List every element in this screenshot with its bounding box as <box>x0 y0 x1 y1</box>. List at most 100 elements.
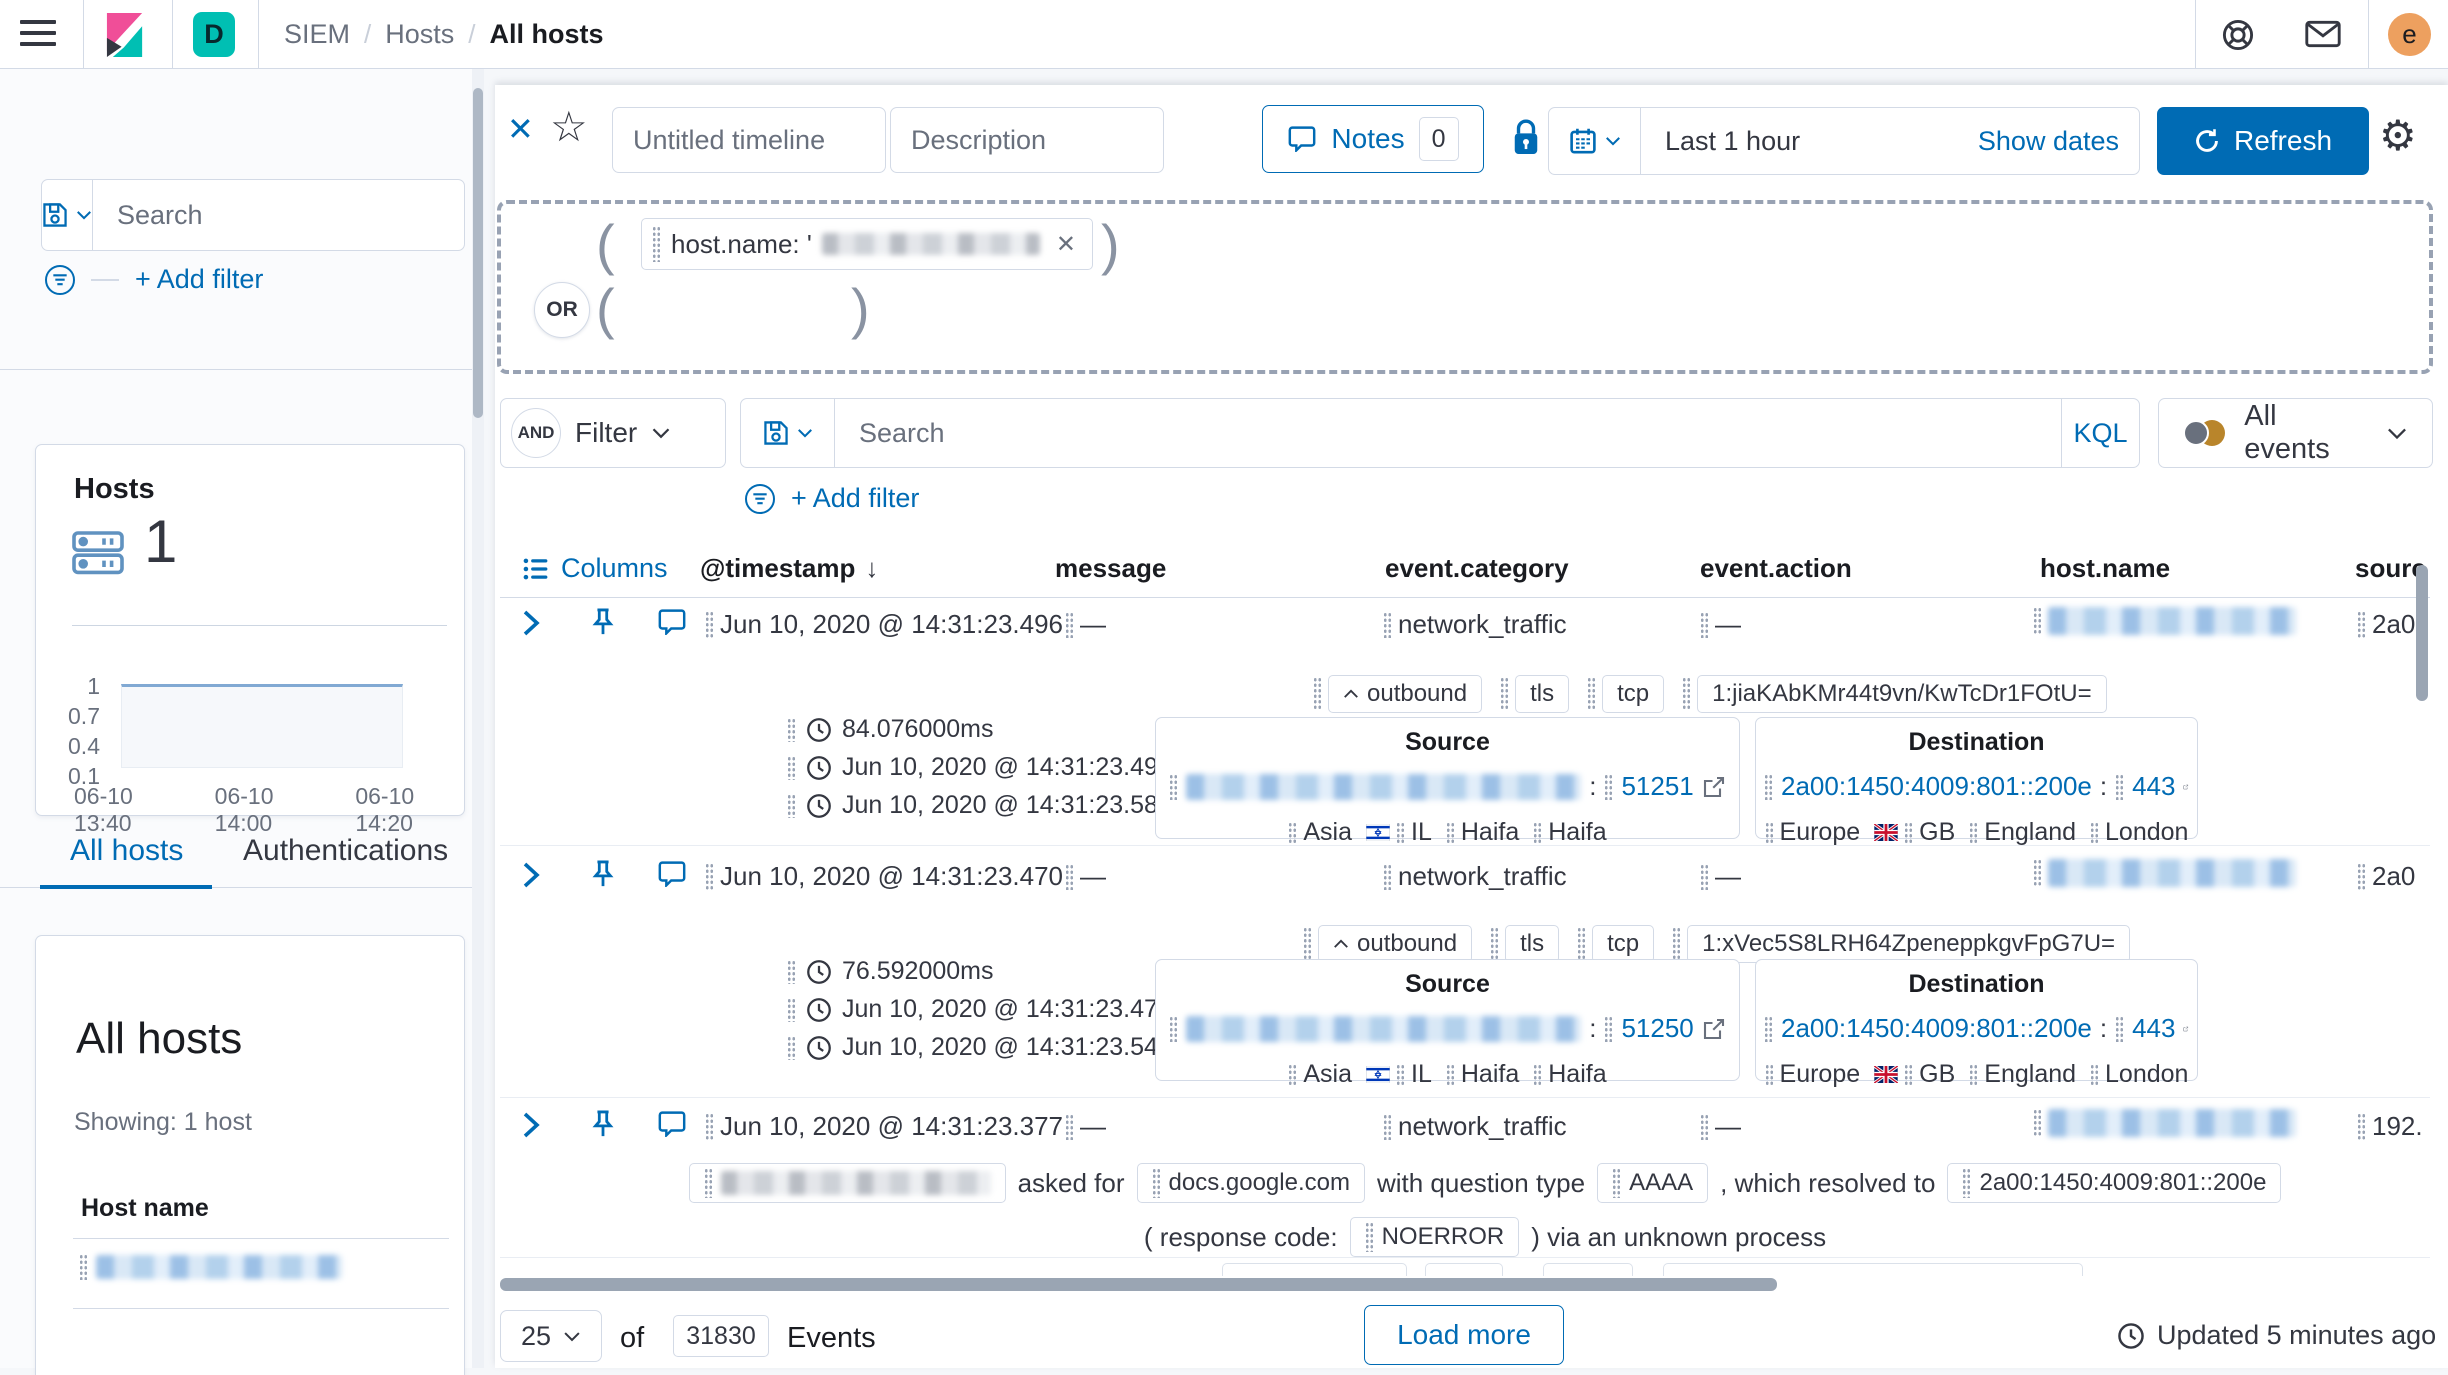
breadcrumb-siem[interactable]: SIEM <box>284 19 351 49</box>
host-row[interactable] <box>79 1254 342 1280</box>
host-name-cell[interactable] <box>2033 607 2296 635</box>
hosts-sparkline-area[interactable] <box>121 684 403 768</box>
saved-query-menu-button[interactable] <box>741 399 835 467</box>
drag-handle[interactable] <box>1587 677 1597 711</box>
destination-port-link[interactable]: 443 <box>2132 771 2176 801</box>
drag-handle[interactable] <box>787 755 796 780</box>
city-name[interactable]: London <box>2105 818 2189 846</box>
drag-handle[interactable] <box>703 1168 713 1198</box>
horizontal-scrollbar-thumb[interactable] <box>500 1278 1777 1291</box>
source-ip-cell[interactable]: 2a0 <box>2357 609 2415 640</box>
start-time-line[interactable]: Jun 10, 2020 @ 14:31:23.496 <box>787 753 1172 782</box>
drag-handle[interactable] <box>1364 1222 1374 1252</box>
host-name-cell[interactable] <box>2033 859 2296 887</box>
community-id-badge[interactable]: 1:jiaKAbKMr44t9vn/KwTcDr1FOtU= <box>1697 675 2107 713</box>
drag-handle[interactable] <box>1904 1063 1914 1086</box>
drag-handle[interactable] <box>1700 863 1709 890</box>
pin-icon[interactable] <box>590 1109 616 1139</box>
city-name[interactable]: London <box>2105 1060 2189 1088</box>
comment-icon[interactable] <box>657 609 687 635</box>
protocol-badge[interactable]: tls <box>1515 675 1570 713</box>
drag-handle[interactable] <box>1396 821 1406 844</box>
remove-filter-icon[interactable]: ✕ <box>1055 230 1076 258</box>
event-category-cell[interactable]: network_traffic <box>1383 1111 1567 1142</box>
source-port-link[interactable]: 51250 <box>1621 1013 1694 1043</box>
drag-handle[interactable] <box>1969 1063 1979 1086</box>
column-header-event-action[interactable]: event.action <box>1700 553 1852 583</box>
timestamp-cell[interactable]: Jun 10, 2020 @ 14:31:23.377 <box>705 1111 1063 1142</box>
drag-handle[interactable] <box>1764 773 1773 800</box>
drag-handle[interactable] <box>2033 1109 2042 1137</box>
drag-handle[interactable] <box>2357 1112 2366 1141</box>
drag-handle[interactable] <box>1313 677 1322 711</box>
gear-icon[interactable]: ⚙ <box>2379 112 2417 159</box>
external-link-icon[interactable] <box>2183 1017 2189 1041</box>
drag-handle[interactable] <box>1612 1168 1622 1198</box>
transport-badge[interactable]: tcp <box>1602 675 1665 713</box>
drag-handle[interactable] <box>787 997 796 1022</box>
region-name[interactable]: Haifa <box>1460 1060 1520 1088</box>
drag-handle[interactable] <box>1490 927 1500 961</box>
community-id-badge[interactable]: 1:xVec5S8LRH64ZpeneppkgvFpG7U= <box>1687 925 2131 963</box>
tab-all-hosts[interactable]: All hosts <box>70 834 184 867</box>
source-port-link[interactable]: 51251 <box>1621 771 1694 801</box>
destination-ip-link[interactable]: 2a00:1450:4009:801::200e <box>1781 1013 2092 1043</box>
message-cell[interactable]: — <box>1065 609 1106 640</box>
drag-handle[interactable] <box>2115 1015 2125 1042</box>
destination-ip-link[interactable]: 2a00:1450:4009:801::200e <box>1781 771 2092 801</box>
timeline-title-input[interactable] <box>613 108 885 172</box>
column-header-source[interactable]: sourc <box>2355 553 2426 583</box>
message-cell[interactable]: — <box>1065 1111 1106 1142</box>
comment-icon[interactable] <box>657 861 687 887</box>
drag-handle[interactable] <box>1500 677 1510 711</box>
country-iso-code[interactable]: IL <box>1411 1060 1432 1088</box>
hostname-filter-pill[interactable]: host.name: ' ✕ <box>641 218 1093 270</box>
continent-name[interactable]: Asia <box>1303 1060 1353 1088</box>
user-avatar[interactable]: e <box>2388 13 2431 56</box>
timestamp-cell[interactable]: Jun 10, 2020 @ 14:31:23.496 <box>705 609 1063 640</box>
destination-port-link[interactable]: 443 <box>2132 1013 2176 1043</box>
duration-line[interactable]: 84.076000ms <box>787 715 1172 744</box>
country-iso-code[interactable]: GB <box>1919 1060 1956 1088</box>
drag-handle[interactable] <box>1065 1113 1074 1140</box>
sidebar-search-input[interactable] <box>93 180 495 250</box>
drag-handle[interactable] <box>2357 610 2366 639</box>
drag-handle[interactable] <box>1764 1063 1774 1086</box>
end-time-line[interactable]: Jun 10, 2020 @ 14:31:23.547 <box>787 1033 1172 1062</box>
drag-handle[interactable] <box>1764 1015 1773 1042</box>
drag-handle[interactable] <box>705 1112 714 1141</box>
drag-handle[interactable] <box>705 862 714 891</box>
drag-handle[interactable] <box>1169 1015 1179 1042</box>
lock-icon[interactable] <box>1511 118 1541 158</box>
drag-handle[interactable] <box>1151 1168 1161 1198</box>
column-header-event-category[interactable]: event.category <box>1385 553 1569 583</box>
timeline-search-input[interactable] <box>835 399 2061 467</box>
all-events-dropdown[interactable]: All events <box>2158 398 2433 468</box>
region-name[interactable]: England <box>1984 1060 2077 1088</box>
end-time-line[interactable]: Jun 10, 2020 @ 14:31:23.580 <box>787 791 1172 820</box>
pin-icon[interactable] <box>590 607 616 637</box>
drag-handle[interactable] <box>1969 821 1979 844</box>
protocol-badge[interactable]: tls <box>1505 925 1560 963</box>
column-header-timestamp[interactable]: @timestamp ↓ <box>700 553 879 583</box>
source-ip-redacted[interactable] <box>1186 1015 1582 1042</box>
dns-resolved-ip-badge[interactable]: 2a00:1450:4009:801::200e <box>1947 1163 2282 1203</box>
dns-response-code-badge[interactable]: NOERROR <box>1349 1217 1520 1257</box>
page-size-select[interactable]: 25 <box>500 1310 602 1362</box>
drag-handle[interactable] <box>1682 677 1692 711</box>
external-link-icon[interactable] <box>2183 775 2189 799</box>
vertical-scrollbar-thumb[interactable] <box>2416 565 2428 701</box>
country-iso-code[interactable]: GB <box>1919 818 1956 846</box>
column-header-message[interactable]: message <box>1055 553 1167 583</box>
continent-name[interactable]: Europe <box>1779 818 1861 846</box>
timeline-description-input[interactable] <box>891 108 1163 172</box>
host-name-redacted[interactable] <box>2048 1109 2296 1137</box>
timestamp-cell[interactable]: Jun 10, 2020 @ 14:31:23.470 <box>705 861 1063 892</box>
start-time-line[interactable]: Jun 10, 2020 @ 14:31:23.470 <box>787 995 1172 1024</box>
calendar-menu-button[interactable] <box>1549 108 1641 174</box>
space-avatar[interactable]: D <box>193 12 235 57</box>
host-name-link-redacted[interactable] <box>96 1255 342 1279</box>
drag-handle[interactable] <box>1065 611 1074 638</box>
host-name-redacted[interactable] <box>2048 607 2296 635</box>
refresh-button[interactable]: Refresh <box>2157 107 2369 175</box>
